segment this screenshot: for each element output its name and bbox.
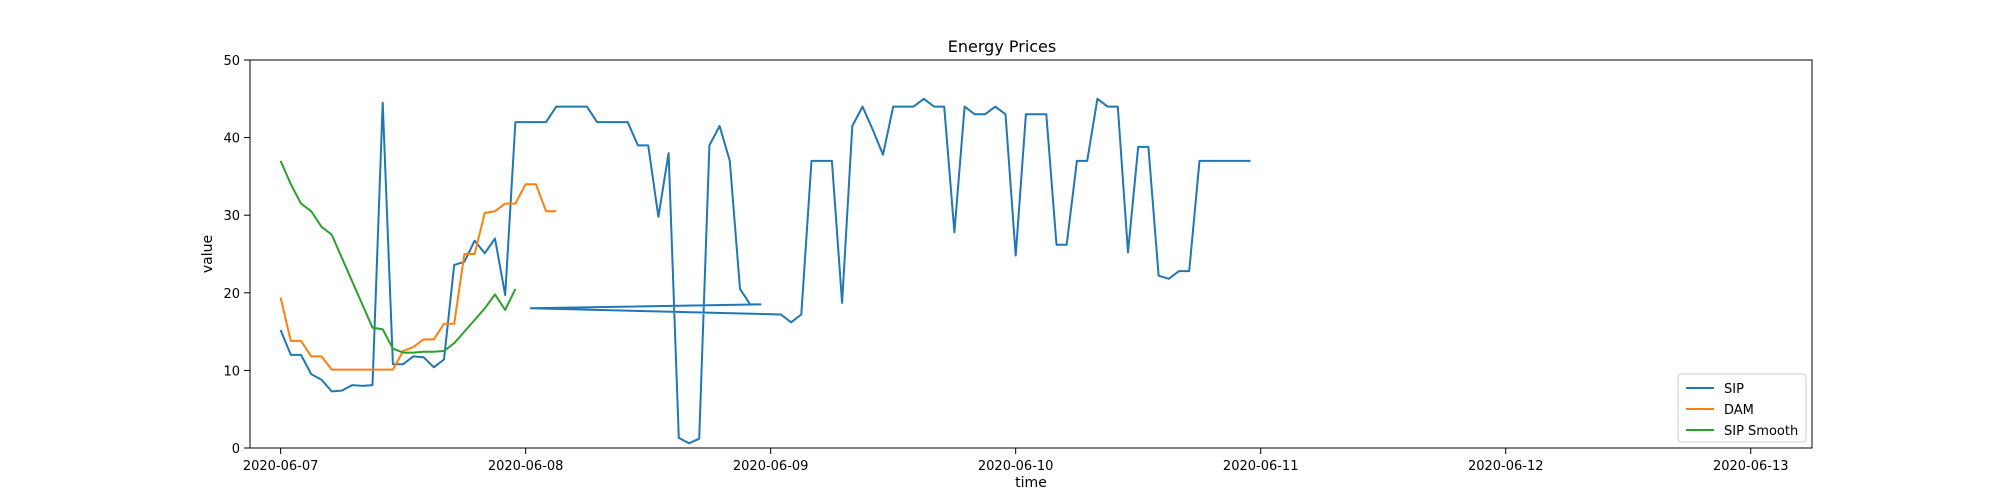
x-tick-label: 2020-06-12 <box>1468 459 1544 474</box>
x-axis-label: time <box>1015 475 1047 491</box>
series-line-sip <box>279 97 1251 445</box>
series-line-dam <box>279 183 557 371</box>
legend: SIP DAM SIP Smooth <box>1677 373 1807 443</box>
chart-title: Energy Prices <box>948 37 1056 56</box>
x-tick-label: 2020-06-08 <box>488 459 564 474</box>
legend-label: SIP Smooth <box>1724 424 1798 439</box>
y-tick-label: 30 <box>223 209 240 224</box>
plot-frame <box>249 59 1813 449</box>
y-tick-label: 50 <box>223 54 240 69</box>
series-line-sip-smooth <box>279 160 517 354</box>
y-axis: 0 10 20 30 40 50 <box>223 54 250 457</box>
x-tick-label: 2020-06-07 <box>243 459 319 474</box>
legend-box <box>1677 373 1807 443</box>
y-axis-label: value <box>200 235 216 273</box>
x-tick-label: 2020-06-09 <box>733 459 809 474</box>
legend-label: SIP <box>1724 382 1744 397</box>
x-axis: 2020-06-07 2020-06-08 2020-06-09 2020-06-10… <box>243 448 1789 474</box>
y-tick-label: 10 <box>223 364 240 379</box>
x-tick-label: 2020-06-11 <box>1223 459 1299 474</box>
y-tick-label: 0 <box>232 442 240 457</box>
legend-label: DAM <box>1724 403 1754 418</box>
x-tick-label: 2020-06-13 <box>1713 459 1789 474</box>
plot-area <box>279 97 1251 445</box>
y-tick-label: 40 <box>223 132 240 147</box>
y-tick-label: 20 <box>223 287 240 302</box>
x-tick-label: 2020-06-10 <box>978 459 1054 474</box>
